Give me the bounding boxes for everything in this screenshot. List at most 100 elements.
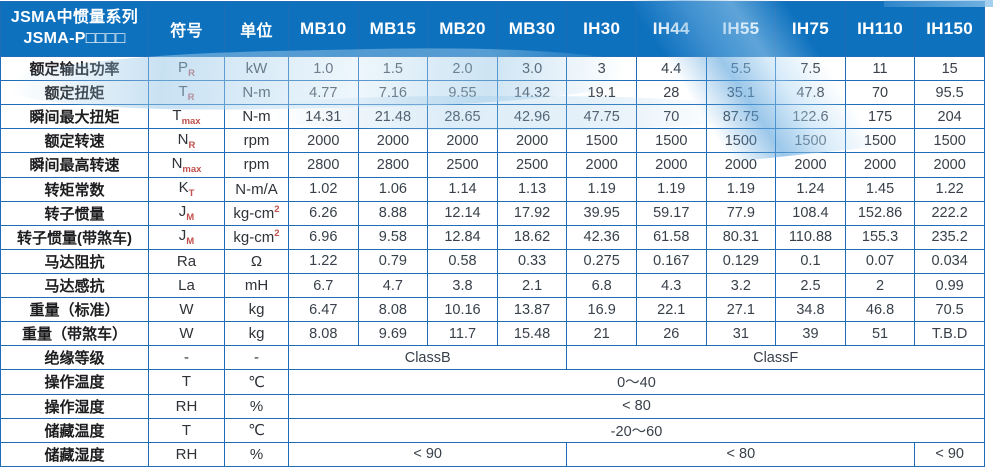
value-cell: 47.8	[775, 80, 846, 106]
spec-table-body: 额定输出功率 PR kW 1.0 1.5 2.0 3.0 3 4.4 5.5 7.5 11 15 额定扭矩…	[0, 55, 985, 468]
value-cell: 9.69	[357, 321, 429, 347]
table-row: 瞬间最高转速 Nmax rpm 2800 2800 2500 2500 2000 2000 200…	[0, 152, 985, 178]
value-cell: 1.22	[288, 248, 359, 274]
value-cell: 7.16	[357, 80, 429, 106]
symbol-cell: PR	[148, 55, 225, 82]
unit-cell: kg-cm2	[224, 224, 289, 250]
symbol-main: W	[179, 325, 194, 343]
value-cell: 0.275	[566, 248, 637, 274]
value-cell: 77.9	[705, 200, 777, 226]
value-cell: 31	[705, 321, 777, 347]
value-cell: 26	[635, 321, 707, 347]
value-cell: 2800	[357, 152, 429, 178]
unit-main: %	[249, 445, 264, 463]
table-row: 额定扭矩 TR N-m 4.77 7.16 9.55 14.32 19.1 28 35.1 47.8…	[0, 80, 985, 106]
param-label: 储藏湿度	[0, 441, 149, 468]
model-header-ih30: IH30	[566, 1, 637, 57]
merged-value-cell: < 90	[914, 441, 985, 468]
value-cell: 70	[844, 80, 916, 106]
value-cell: 80.31	[705, 224, 777, 250]
unit-main: mH	[244, 277, 269, 295]
value-cell: 51	[844, 321, 916, 347]
value-cell: 155.3	[844, 224, 916, 250]
symbol-cell: RH	[148, 393, 225, 419]
value-cell: 1.19	[635, 176, 707, 202]
symbol-subscript: M	[186, 212, 195, 224]
value-cell: 21	[566, 321, 637, 347]
param-label: 额定扭矩	[0, 80, 149, 106]
table-row: 转子惯量(带煞车) JM kg-cm2 6.96 9.58 12.84 18.62 42.36…	[0, 224, 985, 250]
value-cell: 2000	[844, 152, 916, 178]
table-row: 操作湿度 RH% < 80	[0, 393, 985, 419]
value-cell: 1.22	[914, 176, 985, 202]
value-cell: 22.1	[635, 297, 707, 323]
symbol-cell: NR	[148, 128, 225, 154]
unit-main: %	[249, 397, 264, 415]
symbol-main: J	[178, 203, 187, 221]
symbol-cell: W	[148, 321, 225, 347]
unit-superscript: 2	[274, 204, 280, 216]
value-cell: 7.5	[775, 55, 846, 82]
symbol-main: W	[179, 301, 194, 319]
symbol-subscript: R	[188, 139, 196, 151]
value-cell: 3	[566, 55, 637, 82]
param-label: 操作湿度	[0, 393, 149, 419]
symbol-cell: Nmax	[148, 152, 225, 178]
merged-value-cell: -20～60	[288, 417, 985, 443]
value-cell: 152.86	[844, 200, 916, 226]
value-cell: 8.88	[357, 200, 429, 226]
value-cell: 0.129	[705, 248, 777, 274]
model-header-ih110: IH110	[844, 1, 916, 57]
symbol-subscript: M	[186, 236, 195, 248]
value-cell: 3.8	[427, 272, 498, 299]
table-row: 绝缘等级 - - ClassB ClassF	[0, 345, 985, 371]
value-cell: 59.17	[635, 200, 707, 226]
symbol-cell: La	[148, 272, 225, 299]
value-cell: 0.33	[496, 248, 568, 274]
value-cell: 14.31	[288, 104, 359, 130]
unit-cell: mH	[224, 272, 289, 299]
value-cell: 4.4	[635, 55, 707, 82]
symbol-main: T	[172, 106, 182, 124]
value-cell: 6.8	[566, 272, 637, 299]
value-cell: 61.58	[635, 224, 707, 250]
param-label: 绝缘等级	[0, 345, 149, 371]
value-cell: 2.0	[427, 55, 498, 82]
value-cell: 2000	[496, 128, 568, 154]
value-cell: 0.99	[914, 272, 985, 299]
unit-superscript: 2	[274, 228, 280, 240]
unit-cell: kg	[224, 321, 289, 347]
header-row: JSMA中惯量系列 JSMA-P□□□□ 符号 单位 MB10 MB15 MB20 M…	[0, 1, 985, 57]
value-cell: 2000	[635, 152, 707, 178]
value-cell: 18.62	[496, 224, 568, 250]
value-cell: 21.48	[357, 104, 429, 130]
value-cell: 0.034	[914, 248, 985, 274]
value-cell: 35.1	[705, 80, 777, 106]
value-cell: 46.8	[844, 297, 916, 323]
value-cell: 0.58	[427, 248, 498, 274]
value-cell: 1.45	[844, 176, 916, 202]
unit-cell: N-m	[224, 104, 289, 130]
param-label: 额定转速	[0, 128, 149, 154]
value-cell: 16.9	[566, 297, 637, 323]
param-label: 转子惯量	[0, 200, 149, 226]
symbol-cell: -	[148, 345, 225, 371]
value-cell: 6.26	[288, 200, 359, 226]
value-cell: 42.36	[566, 224, 637, 250]
series-title-line2: JSMA-P□□□□	[23, 30, 126, 47]
value-cell: 5.5	[705, 55, 777, 82]
param-label: 重量（标准）	[0, 297, 149, 323]
unit-cell: ℃	[224, 417, 289, 443]
unit-cell: N-m	[224, 80, 289, 106]
table-row: 转矩常数 KT N-m/A 1.02 1.06 1.14 1.13 1.19 1.19 1.19 1…	[0, 176, 985, 202]
value-cell: 1.02	[288, 176, 359, 202]
value-cell: 9.55	[427, 80, 498, 106]
value-cell: 1500	[635, 128, 707, 154]
value-cell: 1.0	[288, 55, 359, 82]
symbol-subscript: T	[188, 188, 195, 200]
value-cell: 6.96	[288, 224, 359, 250]
param-label: 马达感抗	[0, 272, 149, 299]
unit-main: kW	[245, 60, 268, 78]
